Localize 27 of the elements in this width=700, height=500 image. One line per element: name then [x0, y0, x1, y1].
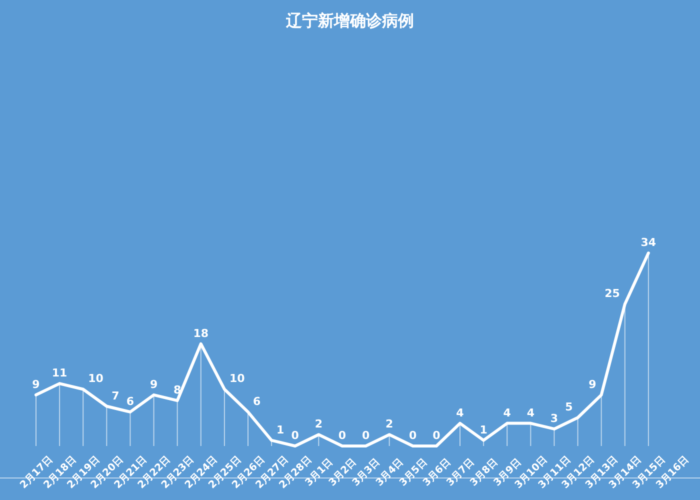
data-label: 25: [604, 287, 620, 300]
data-label: 18: [193, 326, 209, 340]
data-label: 4: [503, 406, 512, 420]
data-label: 7: [112, 389, 120, 402]
data-label: 3: [550, 412, 558, 425]
data-label: 4: [456, 406, 464, 420]
data-label: 0: [338, 429, 346, 442]
data-label: 5: [565, 400, 573, 414]
data-label: 10: [229, 372, 246, 386]
data-label: 1: [276, 423, 284, 436]
data-label: 9: [150, 378, 158, 391]
data-label: 34: [640, 236, 656, 249]
data-label: 4: [526, 406, 535, 420]
data-label: 6: [253, 394, 261, 408]
data-label: 0: [409, 429, 418, 442]
data-label: 2: [314, 418, 322, 431]
chart-title: 辽宁新增确诊病例: [285, 11, 414, 30]
data-label: 6: [126, 394, 134, 408]
data-label: 0: [432, 429, 441, 442]
data-label: 9: [32, 378, 40, 391]
data-label: 2: [386, 418, 394, 431]
data-label: 0: [362, 429, 370, 442]
data-label: 11: [52, 366, 68, 380]
data-label: 0: [291, 429, 300, 442]
data-label: 9: [588, 378, 596, 391]
data-label: 1: [480, 423, 488, 436]
data-label: 10: [88, 372, 104, 386]
